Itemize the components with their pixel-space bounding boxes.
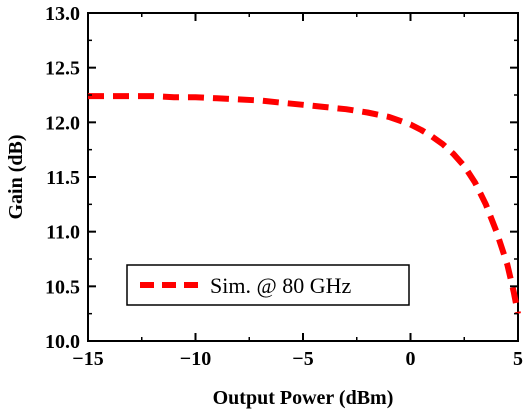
y-tick-label: 12.0 — [45, 112, 80, 134]
y-tick-label: 10.0 — [45, 331, 80, 353]
legend: Sim. @ 80 GHz — [126, 264, 410, 306]
series-line-sim-80ghz — [88, 93, 521, 315]
labels-layer: Output Power (dBm) Gain (dB) — [5, 134, 393, 409]
x-tick-label: −5 — [292, 348, 313, 370]
y-tick-label: 12.5 — [45, 58, 80, 80]
ticks-layer: −15 −10 −5 0 5 10.0 10.5 11.0 11.5 12.0 12.5 13.0 — [45, 3, 523, 370]
x-tick-label: 5 — [513, 348, 523, 370]
y-tick-label: 11.5 — [46, 167, 80, 189]
series-layer — [88, 93, 521, 315]
y-tick-label: 11.0 — [46, 222, 80, 244]
x-tick-label: −10 — [180, 348, 211, 370]
x-tick-label: −15 — [72, 348, 103, 370]
legend-series-label: Sim. @ 80 GHz — [210, 273, 351, 298]
y-tick-label: 13.0 — [45, 3, 80, 25]
y-axis-title: Gain (dB) — [5, 134, 27, 219]
y-tick-label: 10.5 — [45, 276, 80, 298]
x-tick-label: 0 — [406, 348, 416, 370]
x-axis-title: Output Power (dBm) — [213, 387, 394, 409]
